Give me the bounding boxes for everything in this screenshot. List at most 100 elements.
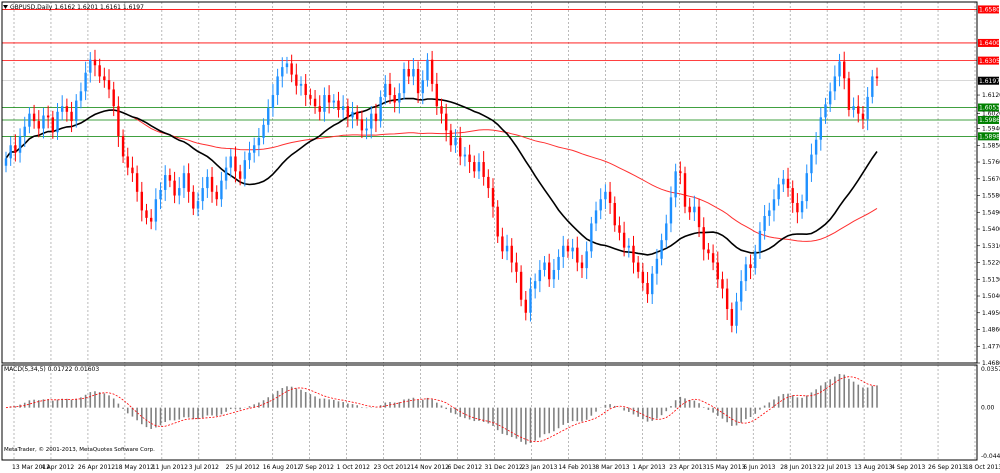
date-tick-label: 14 Feb 2013 (558, 464, 596, 471)
date-tick-label: 15 May 2013 (706, 464, 745, 471)
candle-body (37, 121, 40, 129)
date-tick-label: 22 Jul 2013 (817, 464, 851, 471)
candle-body (444, 113, 448, 131)
candle-body (641, 271, 645, 283)
candle-body (608, 191, 612, 203)
candle-body (482, 162, 485, 177)
candle-body (206, 176, 209, 189)
price-tick-label: 1.5040 (982, 293, 1000, 300)
candle-body (346, 106, 350, 118)
resistance-price-tag (978, 5, 999, 14)
candle-body (711, 253, 715, 263)
candle-body (599, 199, 602, 211)
current-price-tag (978, 76, 999, 85)
candle-body (477, 162, 481, 172)
candle-body (665, 223, 668, 241)
candle-body (98, 65, 101, 77)
candle-body (622, 232, 626, 248)
candle-body (800, 201, 804, 213)
date-tick-label: 23 Apr 2013 (669, 464, 706, 471)
candle-body (772, 199, 776, 211)
candle-body (871, 76, 874, 97)
resistance-price-label: 1.6305 (979, 58, 1000, 65)
resistance-price-tag (978, 56, 999, 65)
candle-body (93, 59, 97, 66)
candle-body (857, 106, 860, 114)
candle-body (646, 282, 649, 295)
candle-body (327, 95, 331, 103)
candle-body (847, 78, 851, 110)
candle-body (281, 67, 284, 77)
candle-body (220, 180, 223, 200)
date-tick-label: 4 Apr 2012 (41, 464, 74, 471)
candle-body (42, 115, 45, 129)
candle-body (566, 245, 570, 252)
price-tick-label: 1.5670 (982, 176, 1000, 183)
candle-body (370, 113, 373, 129)
candle-body (501, 236, 504, 252)
candle-body (674, 171, 677, 198)
candle-body (131, 167, 134, 174)
candle-body (421, 80, 424, 94)
candle-body (4, 158, 8, 166)
price-tick-label: 1.5220 (982, 260, 1000, 267)
date-tick-label: 23 Oct 2012 (374, 464, 411, 471)
candle-body (786, 178, 790, 189)
candle-body (384, 83, 387, 97)
support-price-tag (978, 115, 999, 124)
macd-panel-frame (1, 364, 978, 461)
candle-body (393, 95, 396, 103)
candle-body (716, 262, 719, 280)
candle-body (154, 199, 158, 222)
candle-body (28, 113, 31, 127)
candle-body (402, 68, 406, 94)
price-tick-label: 1.4950 (982, 310, 1000, 317)
candle-body (262, 124, 265, 138)
candle-body (805, 173, 808, 202)
candle-body (32, 113, 36, 122)
date-tick-label: 4 Sep 2013 (891, 464, 925, 471)
candle-body (679, 171, 682, 174)
candle-body (323, 95, 326, 112)
candle-body (117, 106, 120, 136)
macd-tick-label: 0.03573 (981, 366, 1000, 373)
candle-body (491, 188, 495, 207)
candle-body (866, 96, 869, 120)
candle-body (744, 264, 748, 282)
date-tick-label: 31 Dec 2012 (485, 464, 524, 471)
date-tick-label: 18 Oct 2013 (965, 464, 1000, 471)
candle-body (313, 98, 317, 107)
candle-body (159, 189, 162, 200)
candle-body (524, 299, 527, 313)
price-tick-label: 1.4770 (982, 343, 1000, 350)
price-tick-label: 1.5850 (982, 142, 1000, 149)
candle-body (187, 173, 190, 192)
candle-body (730, 309, 734, 326)
candle-body (777, 184, 780, 200)
candle-body (571, 247, 574, 252)
candle-body (341, 106, 345, 110)
candle-body (285, 63, 289, 68)
macd-tick-label: 0.00 (981, 405, 995, 412)
price-tick-label: 1.6120 (982, 92, 1000, 99)
support-price-tag (978, 103, 999, 112)
price-tick-label: 1.5400 (982, 226, 1000, 233)
candle-body (229, 156, 232, 168)
candle-body (552, 269, 556, 280)
date-tick-label: 14 Nov 2012 (411, 464, 450, 471)
date-tick-label: 28 Jun 2013 (780, 464, 816, 471)
date-tick-label: 6 Dec 2012 (448, 464, 483, 471)
candle-body (379, 96, 382, 122)
candle-body (749, 264, 752, 269)
candle-body (782, 178, 785, 185)
candle-body (707, 249, 710, 254)
candle-body (337, 100, 340, 110)
candle-body (702, 227, 705, 250)
candle-body (875, 76, 879, 79)
candle-body (763, 215, 766, 231)
candle-body (46, 115, 50, 118)
candle-body (548, 262, 551, 280)
candle-body (18, 135, 22, 153)
